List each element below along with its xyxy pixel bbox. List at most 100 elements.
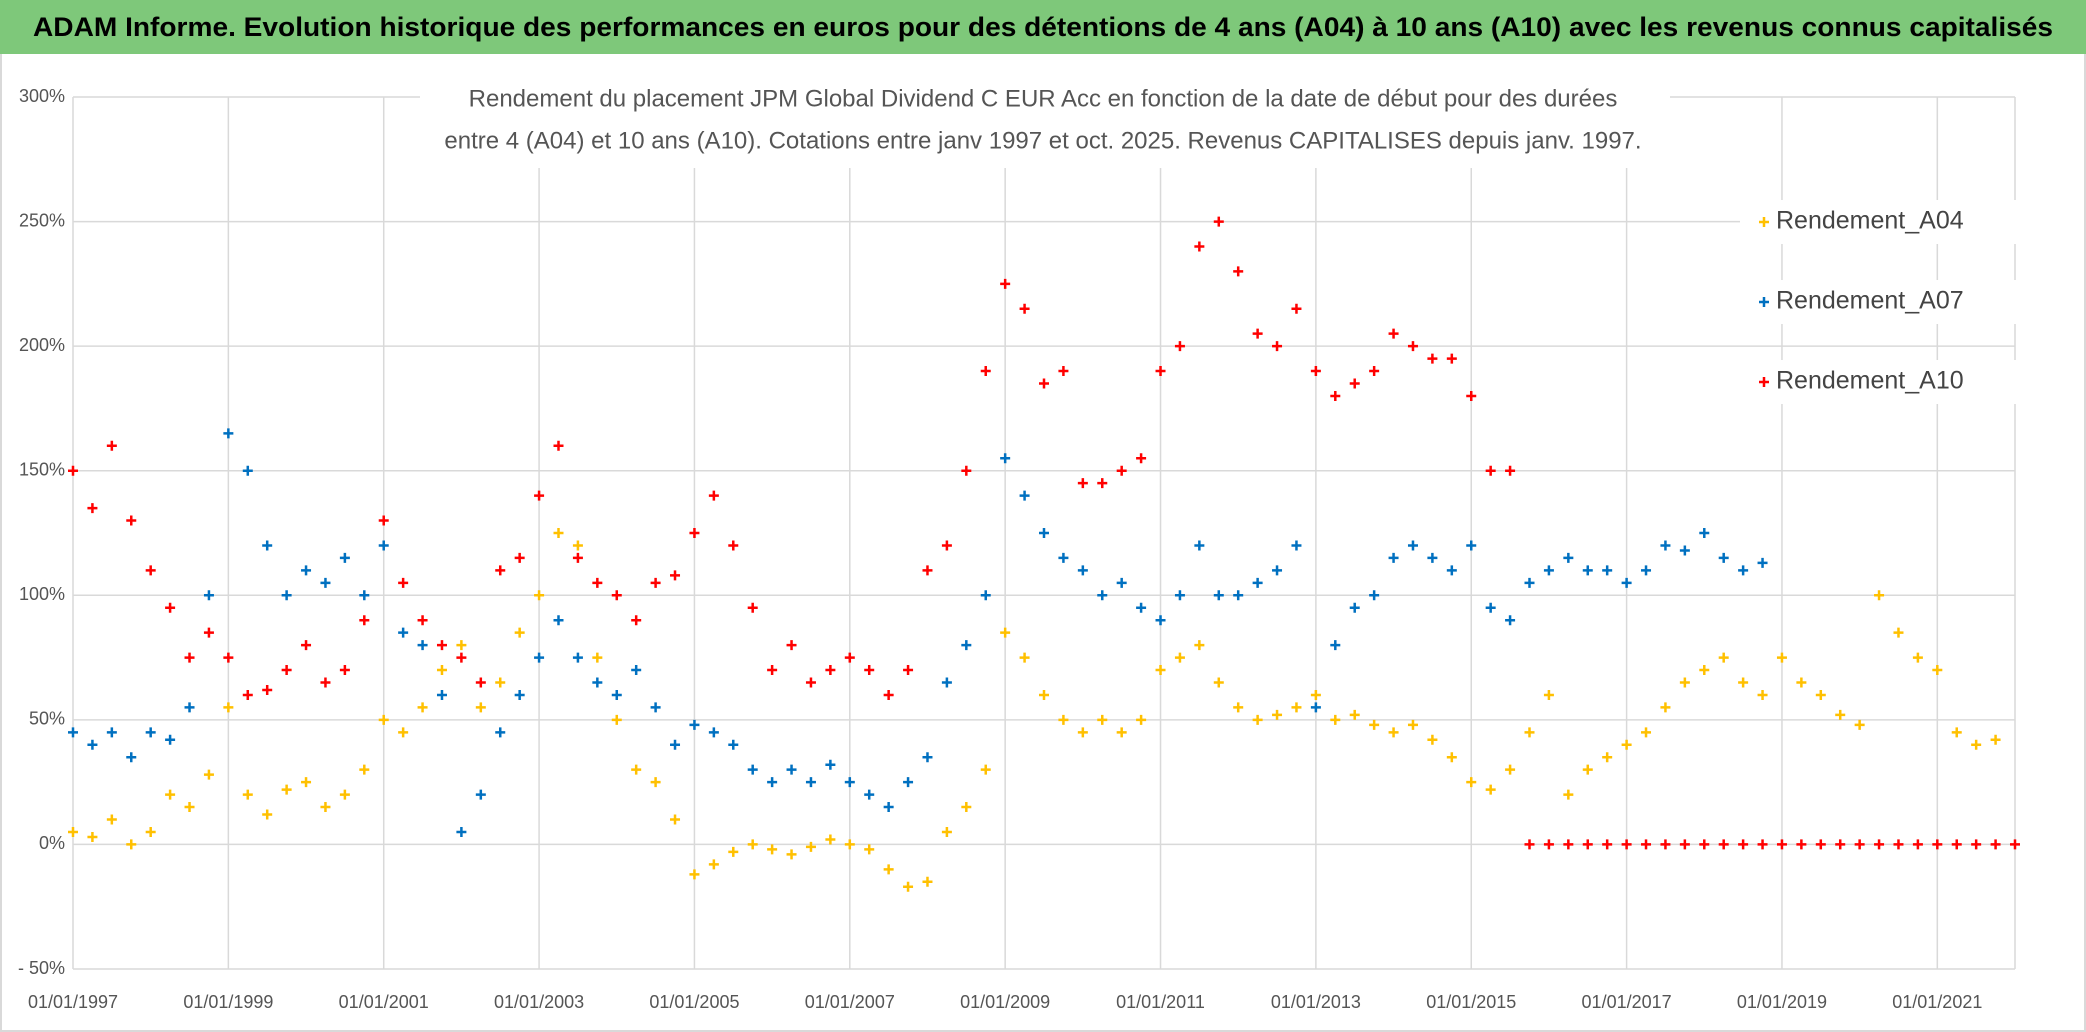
point: [728, 739, 739, 750]
point: [475, 702, 486, 713]
point: [1582, 839, 1593, 850]
point: [126, 515, 137, 526]
point: [1446, 353, 1457, 364]
point: [864, 789, 875, 800]
point: [359, 615, 370, 626]
point: [1446, 752, 1457, 763]
point: [1621, 839, 1632, 850]
point: [1543, 689, 1554, 700]
point: [1718, 652, 1729, 663]
point: [1835, 709, 1846, 720]
point: [1757, 557, 1768, 568]
x-tick-label: 01/01/2007: [805, 992, 895, 1012]
point: [1485, 465, 1496, 476]
point: [242, 689, 253, 700]
point: [592, 577, 603, 588]
point: [961, 465, 972, 476]
y-tick-label: 50%: [29, 709, 65, 729]
point: [1757, 839, 1768, 850]
point: [805, 677, 816, 688]
point: [553, 440, 564, 451]
point: [1660, 839, 1671, 850]
y-tick-label: 200%: [19, 335, 65, 355]
point: [203, 769, 214, 780]
point: [825, 665, 836, 676]
point: [805, 777, 816, 788]
y-tick-label: 0%: [39, 833, 65, 853]
legend-marker: [1759, 377, 1769, 387]
point: [1815, 839, 1826, 850]
point: [1815, 689, 1826, 700]
point: [1019, 303, 1030, 314]
point: [1718, 552, 1729, 563]
point: [1699, 665, 1710, 676]
subtitle: Rendement du placement JPM Global Divide…: [469, 85, 1618, 112]
point: [767, 844, 778, 855]
point: [1466, 390, 1477, 401]
point: [475, 789, 486, 800]
point: [689, 719, 700, 730]
point: [553, 615, 564, 626]
point: [2010, 839, 2020, 850]
x-tick-label: 01/01/2003: [494, 992, 584, 1012]
point: [1602, 839, 1613, 850]
point: [184, 802, 195, 813]
point: [1039, 689, 1049, 700]
point: [359, 590, 370, 601]
point: [1213, 677, 1224, 688]
point: [145, 826, 156, 837]
x-tick-label: 01/01/1997: [28, 992, 118, 1012]
point: [436, 665, 447, 676]
point: [553, 528, 564, 538]
point: [339, 552, 350, 563]
point: [844, 839, 855, 850]
point: [1990, 839, 2001, 850]
x-tick-label: 01/01/2001: [339, 992, 429, 1012]
point: [1116, 465, 1127, 476]
x-tick-label: 01/01/2011: [1116, 992, 1205, 1012]
point: [1971, 839, 1982, 850]
point: [475, 677, 486, 688]
point: [1000, 278, 1011, 289]
point: [1427, 552, 1438, 563]
point: [1310, 702, 1321, 713]
point: [1660, 702, 1671, 713]
legend-label: Rendement_A04: [1776, 207, 1964, 235]
title-bar: [0, 0, 2086, 54]
point: [262, 684, 273, 695]
point: [436, 689, 447, 700]
point: [68, 727, 78, 738]
point: [1641, 727, 1652, 738]
point: [708, 859, 719, 870]
point: [611, 689, 622, 700]
point: [1155, 665, 1166, 676]
point: [339, 789, 350, 800]
point: [1019, 490, 1030, 501]
point: [1330, 640, 1341, 651]
x-tick-label: 01/01/2015: [1426, 992, 1516, 1012]
point: [1874, 590, 1885, 601]
point: [1077, 727, 1088, 738]
point: [514, 552, 525, 563]
point: [650, 777, 661, 788]
point: [495, 565, 506, 576]
point: [1543, 839, 1554, 850]
point: [922, 876, 933, 887]
point: [1000, 453, 1011, 464]
point: [378, 540, 389, 551]
point: [980, 764, 991, 775]
point: [728, 540, 739, 551]
point: [534, 490, 545, 501]
point: [922, 752, 933, 763]
point: [281, 665, 292, 676]
point: [747, 602, 758, 613]
point: [1563, 552, 1574, 563]
point: [87, 739, 98, 750]
y-tick-label: 250%: [19, 210, 65, 230]
point: [747, 839, 758, 850]
point: [145, 565, 156, 576]
point: [68, 826, 78, 837]
point: [1524, 839, 1535, 850]
point: [456, 826, 467, 837]
